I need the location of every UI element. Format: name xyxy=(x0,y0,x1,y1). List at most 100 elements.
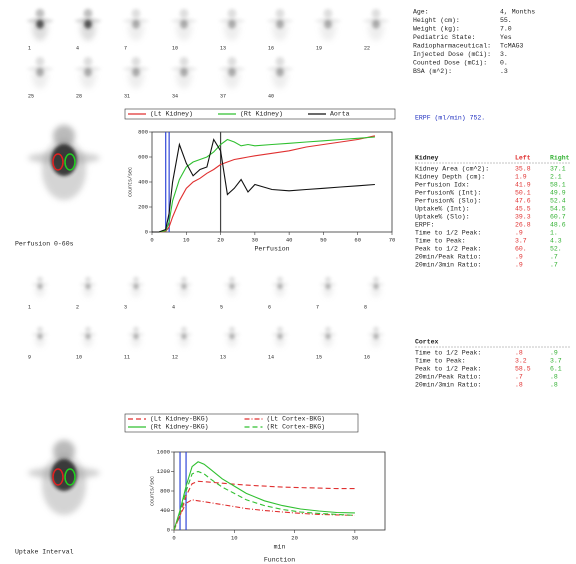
table-cell: 3.7 xyxy=(515,238,527,245)
table-cell: 35.8 xyxy=(515,166,531,173)
scan-image xyxy=(122,56,150,89)
table-header: Left xyxy=(515,155,531,162)
scan-image xyxy=(319,276,337,297)
table-cell: 45.5 xyxy=(515,206,531,213)
y-tick-label: 0 xyxy=(145,228,148,235)
x-tick-label: 20 xyxy=(217,236,224,243)
table-cell: 2.1 xyxy=(550,174,562,181)
head-blur xyxy=(277,326,283,333)
organ-blur xyxy=(228,19,236,29)
table-cell: .7 xyxy=(550,254,558,261)
head-blur xyxy=(227,56,237,66)
info-label: Age: xyxy=(413,9,429,16)
table-cell: Time to Peak: xyxy=(415,358,466,365)
x-tick-label: 50 xyxy=(320,236,327,243)
table-header: Cortex xyxy=(415,339,439,346)
legend-label: (Lt Kidney-BKG) xyxy=(150,416,209,423)
info-label: Counted Dose (mCi): xyxy=(413,60,487,67)
table-cell: 41.9 xyxy=(515,182,531,189)
legend-label: (Rt Cortex-BKG) xyxy=(267,424,326,431)
scan-image xyxy=(26,56,54,89)
legend-label: (Rt Kidney) xyxy=(240,111,283,118)
frame-label: 40 xyxy=(268,93,274,99)
frame-label: 1 xyxy=(28,304,31,310)
chart-title: Function xyxy=(264,557,295,564)
frame-label: 31 xyxy=(124,93,130,99)
head-blur xyxy=(35,56,45,66)
roi-right xyxy=(64,153,76,171)
frame-label: 16 xyxy=(268,45,274,51)
frame-label: 1 xyxy=(28,45,31,51)
table-cell: 20min/3min Ratio: xyxy=(415,382,481,389)
frame-label: 37 xyxy=(220,93,226,99)
frame-label: 6 xyxy=(268,304,271,310)
frame-label: 7 xyxy=(124,45,127,51)
head-blur xyxy=(83,8,93,18)
head-blur xyxy=(133,276,139,283)
table-cell: Uptake% (Int): xyxy=(415,206,470,213)
organ-blur xyxy=(84,67,92,77)
frame-label: 4 xyxy=(172,304,175,310)
info-value: 0. xyxy=(500,60,508,67)
legend-label: Aorta xyxy=(330,111,350,118)
head-blur xyxy=(229,326,235,333)
table-cell: Perfusion% (Slo): xyxy=(415,198,481,205)
organ-blur xyxy=(325,333,331,340)
table-cell: 26.8 xyxy=(515,222,531,229)
info-label: Injected Dose (mCi): xyxy=(413,51,491,58)
series-line xyxy=(173,461,355,531)
table-cell: 3.7 xyxy=(550,358,562,365)
head-blur xyxy=(37,276,43,283)
organ-blur xyxy=(84,19,92,29)
table-cell: 50.1 xyxy=(515,190,531,197)
organ-blur xyxy=(324,19,332,29)
organ-blur xyxy=(85,333,91,340)
erpf-text: ERPF (ml/min) 752. xyxy=(415,115,485,122)
frame-label: 3 xyxy=(124,304,127,310)
table-cell: Uptake% (Slo): xyxy=(415,214,470,221)
y-tick-label: 800 xyxy=(138,128,148,135)
series-line xyxy=(173,480,355,531)
table-cell: .9 xyxy=(515,262,523,269)
head xyxy=(53,440,75,462)
table-cell: Perfusion% (Int): xyxy=(415,190,481,197)
frame-label: 28 xyxy=(76,93,82,99)
roi-right xyxy=(64,468,76,486)
y-tick-label: 800 xyxy=(160,487,170,494)
table-cell: 52. xyxy=(550,246,562,253)
info-value: 4, Months xyxy=(500,9,535,16)
organ-blur xyxy=(372,19,380,29)
organ-blur xyxy=(37,333,43,340)
organ-blur xyxy=(373,283,379,290)
table-cell: Kidney Depth (cm): xyxy=(415,174,485,181)
table-cell: .7 xyxy=(550,262,558,269)
info-value: 7.0 xyxy=(500,26,512,33)
x-tick-label: 70 xyxy=(389,236,396,243)
scan-image xyxy=(367,326,385,347)
organ-blur xyxy=(181,333,187,340)
roi-left xyxy=(52,153,64,171)
frame-label: 7 xyxy=(316,304,319,310)
table-cell: 60.7 xyxy=(550,214,566,221)
table-cell: .7 xyxy=(515,374,523,381)
table-header: Right xyxy=(550,155,570,162)
y-tick-label: 200 xyxy=(138,203,148,210)
organ-blur xyxy=(85,283,91,290)
x-tick-label: 10 xyxy=(183,236,190,243)
head xyxy=(53,125,75,147)
head-blur xyxy=(85,276,91,283)
info-value: Yes xyxy=(500,34,512,41)
legend-label: (Lt Kidney) xyxy=(150,111,193,118)
table-cell: 20min/3min Ratio: xyxy=(415,262,481,269)
table-cell: 1. xyxy=(550,230,558,237)
organ-blur xyxy=(276,67,284,77)
table-cell: 47.6 xyxy=(515,198,531,205)
y-axis-label: counts/sec xyxy=(127,167,133,197)
organ-blur xyxy=(133,283,139,290)
organ-blur xyxy=(277,333,283,340)
head-blur xyxy=(37,326,43,333)
frame-label: 13 xyxy=(220,45,226,51)
scan-image xyxy=(31,326,49,347)
info-label: BSA (m^2): xyxy=(413,67,452,75)
